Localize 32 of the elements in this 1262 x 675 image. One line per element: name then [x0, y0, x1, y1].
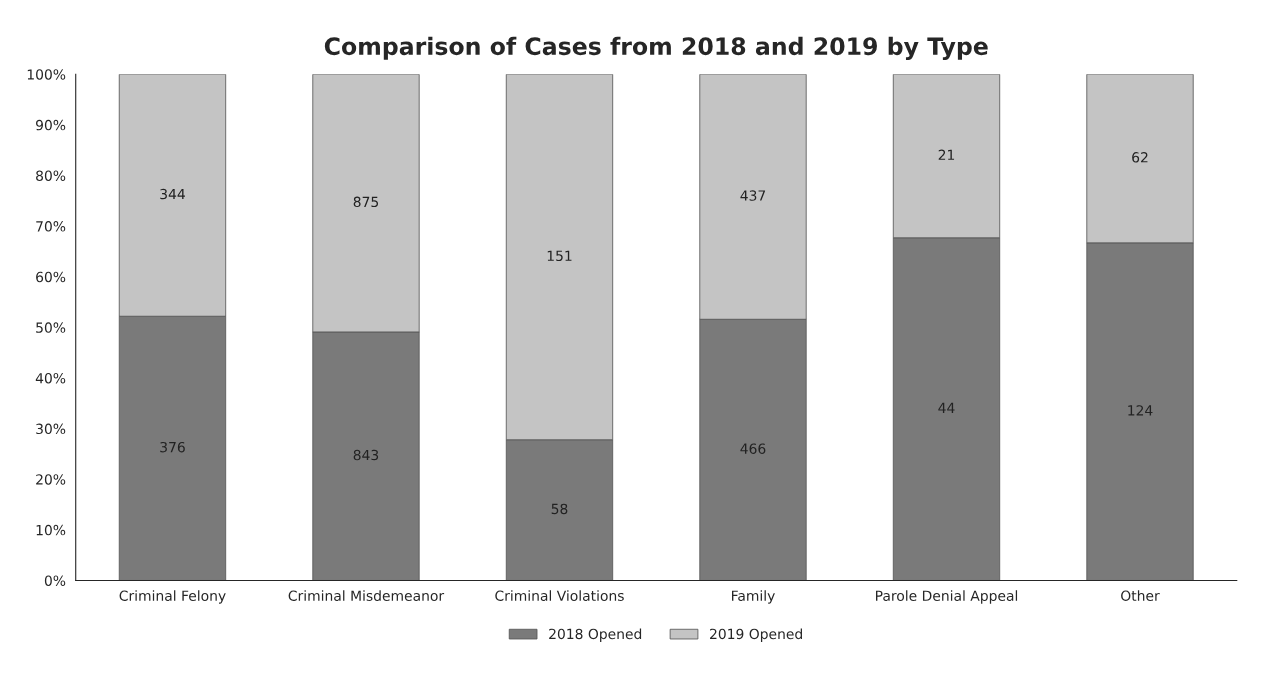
y-tick-label: 40%: [35, 372, 66, 384]
annotation: 875: [353, 196, 379, 208]
annotation: 58: [551, 503, 568, 515]
annotation: 151: [547, 250, 572, 262]
annotation: 124: [1128, 405, 1153, 416]
annotation: 344: [160, 188, 185, 200]
x-tick-label: Criminal Misdemeanor: [288, 590, 445, 601]
y-tick-label: 90%: [36, 119, 66, 131]
x-tick-label: Family: [732, 590, 775, 604]
legend-label: 2018 Opened: [549, 628, 642, 642]
annotation: 62: [1132, 152, 1148, 163]
annotation: 437: [740, 190, 766, 201]
y-tick-label: 10%: [36, 524, 66, 536]
x-tick-label: Other: [1121, 590, 1160, 601]
y-tick-label: 70%: [36, 221, 66, 232]
x-tick-label: Parole Denial Appeal: [876, 590, 1018, 604]
annotation: 466: [740, 443, 766, 454]
x-tick-label: Criminal Violations: [495, 590, 624, 601]
legend-label: 2019 Opened: [710, 628, 802, 642]
annotation: 843: [353, 449, 379, 461]
annotation: 44: [938, 402, 955, 413]
annotation: 376: [160, 441, 185, 453]
y-tick-label: 100%: [27, 69, 66, 80]
y-tick-label: 80%: [36, 170, 66, 181]
y-tick-label: 0%: [44, 575, 66, 586]
y-tick-label: 50%: [36, 322, 66, 333]
y-tick-label: 30%: [36, 423, 66, 435]
annotation: 21: [938, 149, 955, 160]
chart-title: Comparison of Cases from 2018 and 2019 by Type: [324, 36, 988, 60]
x-tick-label: Criminal Felony: [119, 590, 226, 604]
y-tick-label: 20%: [36, 474, 66, 485]
y-tick-label: 60%: [36, 271, 66, 283]
